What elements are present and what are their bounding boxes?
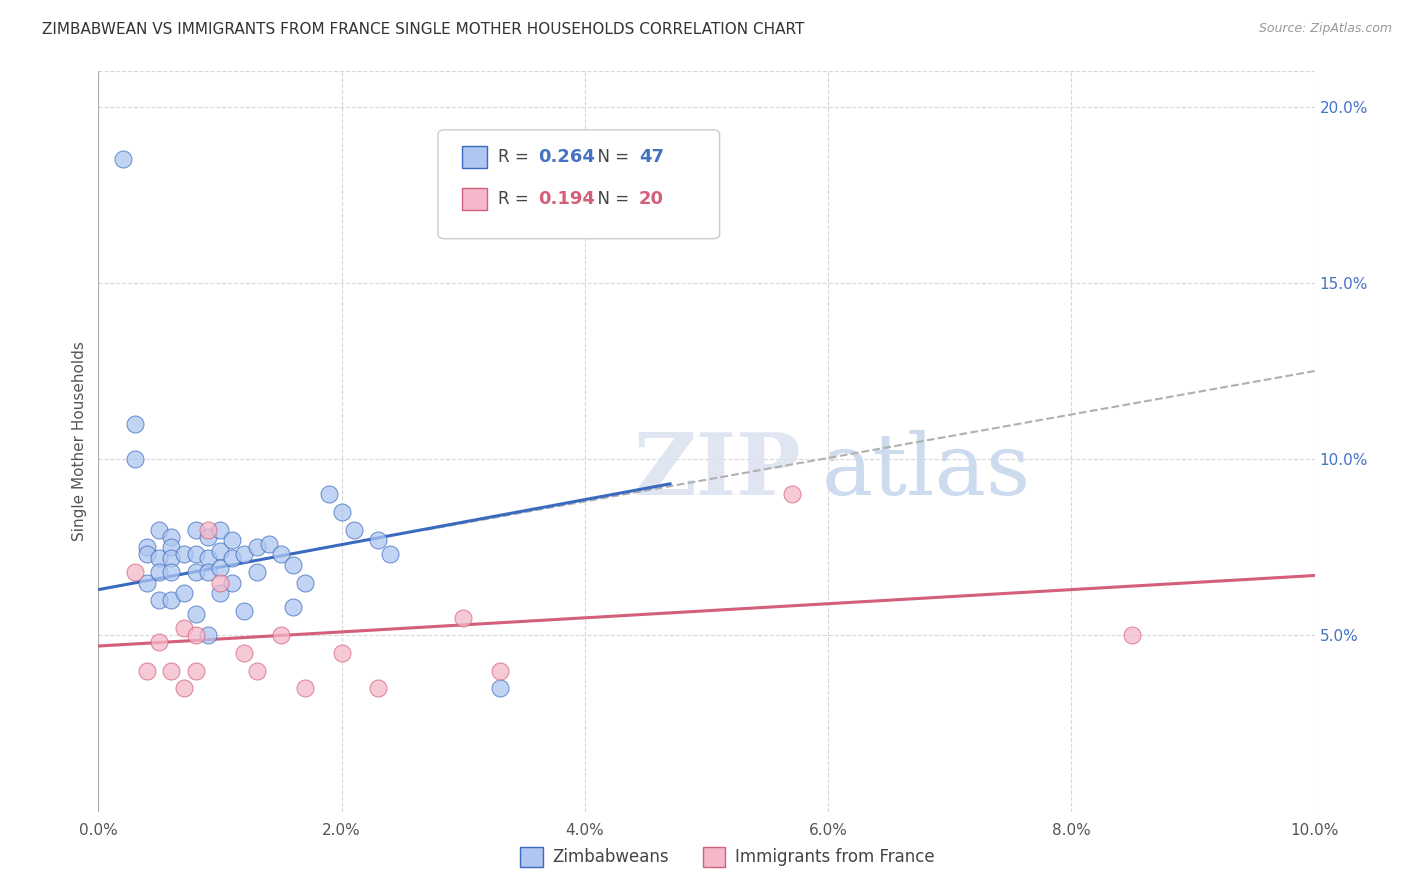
Point <box>197 628 219 642</box>
Point <box>1121 628 1143 642</box>
Point <box>184 565 207 579</box>
Text: ZIMBABWEAN VS IMMIGRANTS FROM FRANCE SINGLE MOTHER HOUSEHOLDS CORRELATION CHART: ZIMBABWEAN VS IMMIGRANTS FROM FRANCE SIN… <box>42 22 804 37</box>
Point <box>173 621 195 635</box>
Text: N =: N = <box>588 148 634 166</box>
Text: Immigrants from France: Immigrants from France <box>735 848 935 866</box>
Point <box>160 550 183 565</box>
Point <box>209 561 232 575</box>
Point <box>124 417 146 431</box>
Point <box>197 530 219 544</box>
Point <box>233 547 256 561</box>
Point <box>453 611 475 625</box>
Point <box>330 646 353 660</box>
Point <box>136 547 159 561</box>
Point <box>148 550 170 565</box>
Point <box>281 558 304 572</box>
Point <box>245 565 267 579</box>
Point <box>221 533 243 548</box>
Point <box>245 541 267 555</box>
Point <box>209 544 232 558</box>
Point <box>367 681 389 696</box>
Text: 0.264: 0.264 <box>538 148 595 166</box>
Point <box>160 541 183 555</box>
Point <box>173 586 195 600</box>
Point <box>173 547 195 561</box>
Text: atlas: atlas <box>823 430 1031 513</box>
Point <box>136 664 159 678</box>
Point <box>343 523 366 537</box>
Point <box>160 664 183 678</box>
Text: 20: 20 <box>640 190 664 208</box>
Y-axis label: Single Mother Households: Single Mother Households <box>72 342 87 541</box>
Point <box>233 604 256 618</box>
Point <box>270 628 292 642</box>
Point <box>270 547 292 561</box>
Point <box>124 452 146 467</box>
Text: N =: N = <box>588 190 634 208</box>
Point <box>367 533 389 548</box>
Text: R =: R = <box>499 148 534 166</box>
Point <box>197 550 219 565</box>
Point <box>488 681 510 696</box>
Point <box>160 565 183 579</box>
Point <box>488 664 510 678</box>
Point <box>221 550 243 565</box>
Point <box>197 565 219 579</box>
Point <box>136 575 159 590</box>
Point <box>221 575 243 590</box>
Point <box>294 575 316 590</box>
Text: 47: 47 <box>640 148 664 166</box>
Point <box>184 547 207 561</box>
Point <box>160 593 183 607</box>
Point <box>318 487 340 501</box>
Text: Zimbabweans: Zimbabweans <box>553 848 669 866</box>
Point <box>148 635 170 649</box>
Point <box>209 523 232 537</box>
Point <box>380 547 402 561</box>
Point <box>148 565 170 579</box>
Point <box>184 607 207 622</box>
Point <box>184 628 207 642</box>
Point <box>184 664 207 678</box>
Point <box>124 565 146 579</box>
Point <box>136 541 159 555</box>
Point <box>245 664 267 678</box>
Text: 0.194: 0.194 <box>538 190 595 208</box>
Text: R =: R = <box>499 190 534 208</box>
Point <box>148 523 170 537</box>
Point <box>209 586 232 600</box>
Point <box>209 575 232 590</box>
Point <box>111 153 134 167</box>
Point <box>184 523 207 537</box>
Point <box>233 646 256 660</box>
Point <box>197 523 219 537</box>
Point <box>780 487 803 501</box>
Point <box>160 530 183 544</box>
Point <box>281 600 304 615</box>
Point <box>294 681 316 696</box>
Point <box>173 681 195 696</box>
Text: Source: ZipAtlas.com: Source: ZipAtlas.com <box>1258 22 1392 36</box>
Point <box>148 593 170 607</box>
Point <box>257 537 280 551</box>
Point <box>330 505 353 519</box>
Text: ZIP: ZIP <box>634 429 801 513</box>
